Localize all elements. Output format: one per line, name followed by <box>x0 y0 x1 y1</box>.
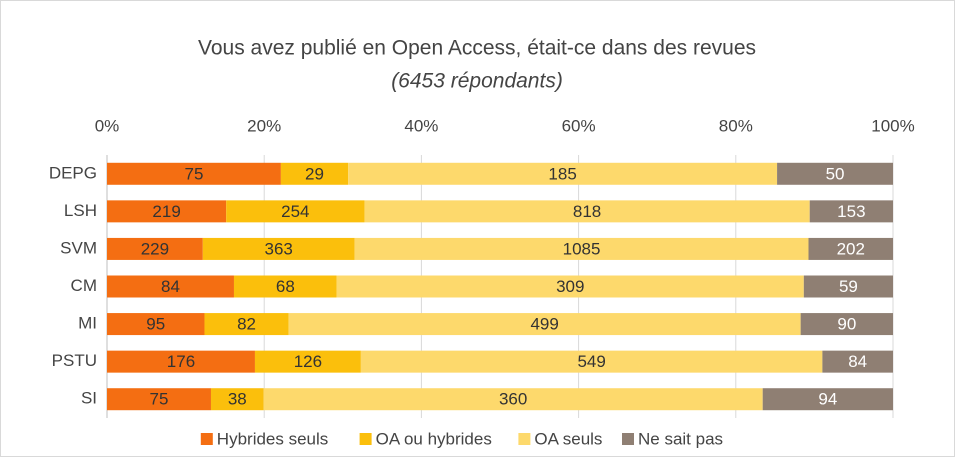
legend-label: Hybrides seuls <box>217 429 328 448</box>
data-label: 818 <box>573 202 601 221</box>
bar-segment <box>107 275 234 298</box>
legend-label: Ne sait pas <box>638 429 723 448</box>
data-label: 84 <box>848 352 867 371</box>
data-label: 68 <box>276 277 295 296</box>
data-label: 499 <box>530 315 558 334</box>
legend-swatch <box>359 433 372 445</box>
bar-segment <box>364 200 810 223</box>
data-label: 1085 <box>563 239 601 258</box>
data-label: 90 <box>837 315 856 334</box>
bar-segment <box>803 275 893 298</box>
legend-swatch <box>200 433 213 445</box>
bar-segment <box>777 162 893 185</box>
data-label: 363 <box>265 239 293 258</box>
bar-segment <box>107 350 255 373</box>
data-label: 75 <box>184 164 203 183</box>
data-label: 360 <box>499 390 527 409</box>
x-tick-label: 0% <box>95 116 120 135</box>
data-label: 84 <box>161 277 180 296</box>
y-tick-label: SVM <box>60 238 97 257</box>
chart-title: Vous avez publié en Open Access, était-c… <box>198 37 756 60</box>
data-label: 219 <box>152 202 180 221</box>
bar-segment <box>233 275 337 298</box>
bar-segment <box>202 237 355 260</box>
bar-segment <box>822 350 893 373</box>
bar-segment <box>210 388 264 411</box>
data-label: 50 <box>826 164 845 183</box>
bar-segment <box>800 313 893 336</box>
data-label: 185 <box>548 164 576 183</box>
bar-segment <box>809 200 893 223</box>
y-tick-label: DEPG <box>49 163 97 182</box>
data-label: 38 <box>228 390 247 409</box>
data-label: 59 <box>839 277 858 296</box>
x-tick-label: 80% <box>719 116 753 135</box>
data-label: 82 <box>237 315 256 334</box>
bar-segment <box>354 237 809 260</box>
data-label: 229 <box>141 239 169 258</box>
bar-segment <box>808 237 893 260</box>
x-tick-label: 20% <box>247 116 281 135</box>
bar-segment <box>107 388 211 411</box>
bar-segment <box>226 200 365 223</box>
data-label: 95 <box>146 315 165 334</box>
bar-segment <box>288 313 801 336</box>
data-label: 29 <box>305 164 324 183</box>
data-label: 176 <box>167 352 195 371</box>
bar-segment <box>263 388 763 411</box>
bar-segment <box>280 162 349 185</box>
bar-segment <box>336 275 804 298</box>
bar-segment <box>348 162 778 185</box>
y-tick-label: MI <box>78 314 97 333</box>
chart-subtitle: (6453 répondants) <box>391 70 563 93</box>
bar-segment <box>107 200 227 223</box>
data-label: 153 <box>837 202 865 221</box>
data-label: 254 <box>281 202 309 221</box>
data-label: 309 <box>556 277 584 296</box>
bar-segment <box>360 350 823 373</box>
data-label: 126 <box>294 352 322 371</box>
legend-swatch <box>622 433 634 445</box>
x-tick-label: 100% <box>871 116 914 135</box>
bar-segment <box>762 388 893 411</box>
y-tick-label: LSH <box>64 201 97 220</box>
legend-swatch <box>518 433 531 445</box>
legend-label: OA seuls <box>534 429 602 448</box>
bar-segment <box>107 162 281 185</box>
y-tick-label: SI <box>81 389 97 408</box>
data-label: 94 <box>818 390 837 409</box>
x-tick-label: 60% <box>562 116 596 135</box>
bar-segment <box>254 350 361 373</box>
bar-segment <box>107 313 205 336</box>
bar-segment <box>107 237 203 260</box>
data-label: 549 <box>577 352 605 371</box>
legend-label: OA ou hybrides <box>376 429 492 448</box>
data-label: 202 <box>837 239 865 258</box>
x-tick-label: 40% <box>404 116 438 135</box>
data-label: 75 <box>150 390 169 409</box>
y-tick-label: PSTU <box>52 351 97 370</box>
bar-segment <box>204 313 289 336</box>
y-tick-label: CM <box>71 276 97 295</box>
